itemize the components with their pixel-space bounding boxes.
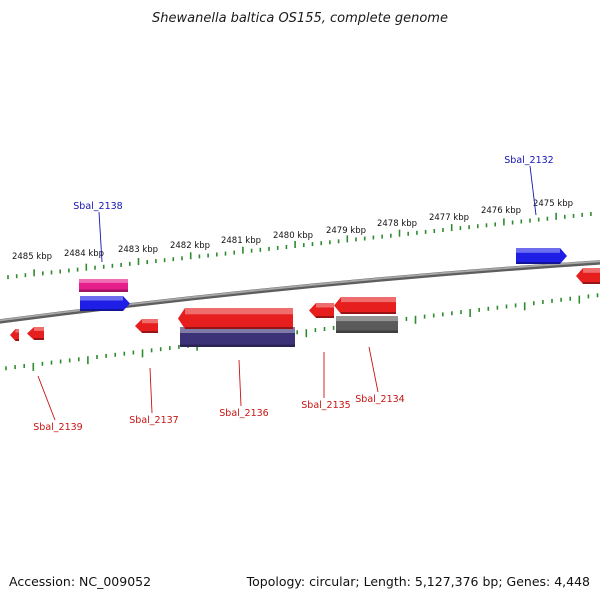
ruler-label: 2477 kbp — [429, 213, 469, 223]
gene-leader-line — [238, 359, 242, 407]
gene-arrow[interactable] — [516, 248, 567, 264]
ruler-ticks — [5, 212, 599, 371]
ruler-label: 2484 kbp — [64, 249, 104, 259]
ruler-label: 2475 kbp — [533, 199, 573, 209]
feature-box[interactable] — [79, 279, 128, 292]
gene-leader-line — [37, 375, 56, 421]
gene-label[interactable]: Sbal_2139 — [33, 422, 82, 433]
gene-leader-line — [149, 367, 153, 414]
gene-arrow[interactable] — [309, 303, 334, 318]
gene-label[interactable]: Sbal_2134 — [355, 394, 404, 405]
feature-track — [79, 279, 398, 347]
map-title: Shewanella baltica OS155, complete genom… — [152, 11, 448, 26]
accession-label: Accession: NC_009052 — [9, 574, 151, 589]
gene-leader-line — [98, 211, 103, 263]
gene-arrow[interactable] — [334, 297, 396, 314]
feature-box[interactable] — [336, 316, 398, 333]
ruler-label: 2476 kbp — [481, 206, 521, 216]
gene-arrow[interactable] — [135, 319, 158, 333]
gene-arrow[interactable] — [576, 268, 600, 284]
gene-label[interactable]: Sbal_2138 — [73, 201, 122, 212]
feature-box[interactable] — [180, 327, 295, 347]
gene-labels: Sbal_2132 Sbal_2134 Sbal_2135 Sbal_2136 Sbal… — [33, 155, 553, 433]
ruler-label: 2483 kbp — [118, 245, 158, 255]
gene-label[interactable]: Sbal_2135 — [301, 400, 350, 411]
gene-label[interactable]: Sbal_2132 — [504, 155, 553, 166]
ruler-label: 2481 kbp — [221, 236, 261, 246]
gene-label[interactable]: Sbal_2137 — [129, 415, 178, 426]
gene-label[interactable]: Sbal_2136 — [219, 408, 268, 419]
ruler-label: 2479 kbp — [326, 226, 366, 236]
gene-leader-line — [529, 165, 537, 216]
gene-leader-line — [368, 346, 379, 393]
ruler-labels: 2485 kbp 2484 kbp 2483 kbp 2482 kbp 2481 kbp… — [12, 199, 573, 262]
ruler-label: 2480 kbp — [273, 231, 313, 241]
gene-arrow[interactable] — [10, 329, 19, 341]
gene-arrow[interactable] — [27, 327, 44, 340]
ruler-label: 2485 kbp — [12, 252, 52, 262]
gene-arrow[interactable] — [178, 308, 293, 329]
ruler-label: 2478 kbp — [377, 219, 417, 229]
gene-arrow[interactable] — [80, 296, 130, 311]
genome-summary: Topology: circular; Length: 5,127,376 bp… — [246, 574, 590, 589]
ruler-label: 2482 kbp — [170, 241, 210, 251]
gene-track — [10, 248, 600, 341]
